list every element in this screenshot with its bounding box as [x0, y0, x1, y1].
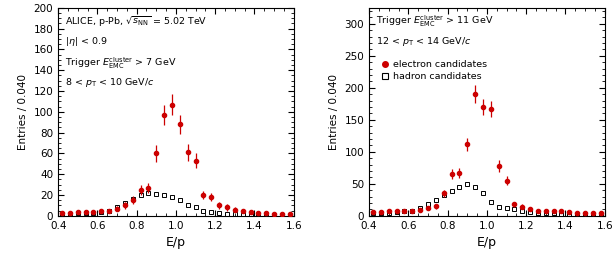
Text: $|\eta|$ < 0.9: $|\eta|$ < 0.9: [65, 35, 108, 48]
Text: Trigger $E_{\mathrm{EMC}}^{\mathrm{cluster}}$ > 7 GeV: Trigger $E_{\mathrm{EMC}}^{\mathrm{clust…: [65, 56, 177, 71]
Text: 8 < $p_{\mathrm{T}}$ < 10 GeV/$c$: 8 < $p_{\mathrm{T}}$ < 10 GeV/$c$: [65, 76, 155, 89]
X-axis label: E/p: E/p: [477, 236, 497, 249]
Legend: electron candidates, hadron candidates: electron candidates, hadron candidates: [381, 60, 487, 81]
X-axis label: E/p: E/p: [166, 236, 186, 249]
Y-axis label: Entries / 0.040: Entries / 0.040: [329, 74, 339, 150]
Text: ALICE, p-Pb, $\sqrt{s_{\mathrm{NN}}}$ = 5.02 TeV: ALICE, p-Pb, $\sqrt{s_{\mathrm{NN}}}$ = …: [65, 14, 207, 29]
Text: 12 < $p_{\mathrm{T}}$ < 14 GeV/$c$: 12 < $p_{\mathrm{T}}$ < 14 GeV/$c$: [376, 35, 472, 48]
Text: Trigger $E_{\mathrm{EMC}}^{\mathrm{cluster}}$ > 11 GeV: Trigger $E_{\mathrm{EMC}}^{\mathrm{clust…: [376, 14, 494, 29]
Y-axis label: Entries / 0.040: Entries / 0.040: [18, 74, 28, 150]
